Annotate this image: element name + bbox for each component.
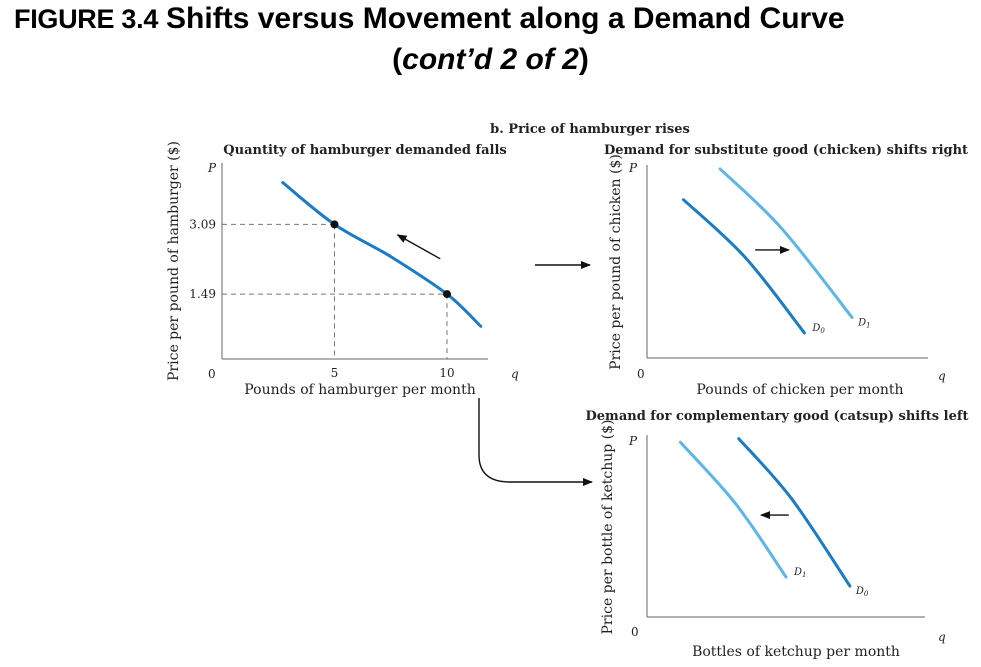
figure-label: FIGURE 3.4 xyxy=(14,4,159,34)
figure-title-text: Shifts versus Movement along a Demand Cu… xyxy=(166,2,845,35)
points-hamburger xyxy=(330,220,451,299)
curve-label-chicken-d0: D0 xyxy=(811,323,825,335)
figure-title-line-2: (cont’d 2 of 2) xyxy=(0,43,981,77)
panel-title-chicken: Demand for substitute good (chicken) shi… xyxy=(604,143,968,158)
price-symbol-chicken: P xyxy=(628,161,638,175)
curves-chicken xyxy=(682,167,854,335)
figure-title-line-1: FIGURE 3.4 Shifts versus Movement along a… xyxy=(14,2,845,36)
guide-lines-hamburger xyxy=(222,223,448,359)
title-paren-open: ( xyxy=(392,43,403,76)
x-tick-label: 5 xyxy=(331,366,339,380)
y-axis-label-hamburger: Price per pound of hamburger ($) xyxy=(166,141,182,381)
demand-curve-ketchup-d1 xyxy=(678,440,788,579)
price-symbol-hamburger: P xyxy=(207,161,217,175)
panel-title-hamburger: Quantity of hamburger demanded falls xyxy=(223,143,506,158)
curve-label-chicken-d1: D1 xyxy=(857,318,871,330)
panel-chicken: Demand for substitute good (chicken) shi… xyxy=(604,143,968,398)
title-paren-close: ) xyxy=(578,43,589,76)
quantity-symbol-hamburger: q xyxy=(511,367,519,381)
x-axis-label-ketchup: Bottles of ketchup per month xyxy=(692,644,900,660)
tick-labels-hamburger: 3.09 1.49 5 10 xyxy=(189,217,454,380)
origin-label-hamburger: 0 xyxy=(208,367,216,381)
y-axis-label-chicken: Price per pound of chicken ($) xyxy=(608,154,624,370)
curves-ketchup xyxy=(678,437,852,588)
panel-ketchup: Demand for complementary good (catsup) s… xyxy=(586,409,969,660)
figure-title-continuation: cont’d 2 of 2 xyxy=(402,43,579,76)
demand-curve-hamburger xyxy=(281,181,483,328)
equilibrium-point xyxy=(443,290,451,299)
demand-curve-ketchup-d0 xyxy=(737,437,852,588)
panel-hamburger: Quantity of hamburger demanded falls P q… xyxy=(166,141,519,398)
x-axis-label-hamburger: Pounds of hamburger per month xyxy=(244,382,475,398)
curve-labels-ketchup: D1 D0 xyxy=(759,511,869,598)
origin-label-chicken: 0 xyxy=(637,367,645,381)
equilibrium-point xyxy=(330,220,339,229)
y-axis-label-ketchup: Price per bottle of ketchup ($) xyxy=(600,420,616,635)
y-tick-label: 3.09 xyxy=(189,217,216,231)
curve-label-ketchup-d1: D1 xyxy=(793,567,807,579)
panel-title-ketchup: Demand for complementary good (catsup) s… xyxy=(586,409,969,424)
y-tick-label: 1.49 xyxy=(189,287,216,301)
x-tick-label: 10 xyxy=(439,366,454,380)
price-symbol-ketchup: P xyxy=(628,434,638,448)
origin-label-ketchup: 0 xyxy=(631,625,639,639)
figure-title: FIGURE 3.4 Shifts versus Movement along a… xyxy=(0,0,981,90)
quantity-symbol-ketchup: q xyxy=(938,630,946,644)
x-axis-label-chicken: Pounds of chicken per month xyxy=(696,382,903,398)
curves-hamburger xyxy=(281,181,483,328)
connector-arrow-to-ketchup xyxy=(478,398,593,486)
demand-curve-chicken-d1 xyxy=(718,167,854,319)
quantity-symbol-chicken: q xyxy=(938,369,946,383)
movement-arrow xyxy=(396,234,441,260)
demand-curve-chicken-d0 xyxy=(682,198,806,335)
curve-label-ketchup-d0: D0 xyxy=(855,586,869,598)
panel-group-title: b. Price of hamburger rises xyxy=(490,122,690,137)
